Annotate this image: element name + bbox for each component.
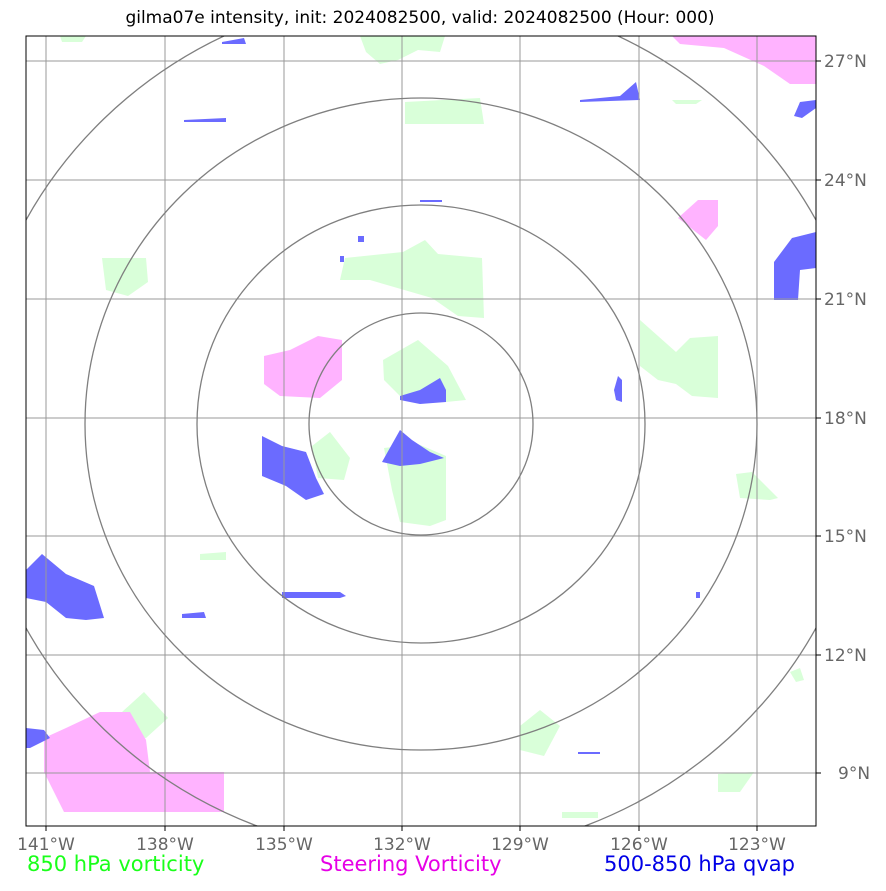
range-ring-1 [308,312,534,536]
lat-label: 27°N [824,52,867,72]
latitude-gridlines [26,60,816,774]
lon-label: 138°W [136,835,194,855]
map-title: gilma07e intensity, init: 2024082500, va… [125,8,715,28]
lat-ticks [816,60,821,774]
lat-label: 21°N [824,290,867,310]
lon-label: 135°W [255,835,313,855]
lat-label: 9°N [838,764,870,784]
map-plot-area [26,36,816,826]
lon-label: 132°W [373,835,431,855]
map-frame [25,35,817,827]
lat-label: 12°N [824,646,867,666]
lon-label: 141°W [17,835,75,855]
lat-label: 24°N [824,171,867,191]
lat-label: 18°N [824,409,867,429]
qvap-shading [26,38,816,754]
lon-labels: 141°W 138°W 135°W 132°W 129°W 126°W 123°… [17,835,786,855]
longitude-gridlines [45,36,758,826]
lon-label: 126°W [610,835,668,855]
lat-label: 15°N [824,527,867,547]
lon-ticks [45,826,758,831]
legend-qvap: 500-850 hPa qvap [604,852,795,876]
legend-steering-vorticity: Steering Vorticity [320,852,502,876]
lon-label: 129°W [491,835,549,855]
lat-labels: 27°N 24°N 21°N 18°N 15°N 12°N 9°N [824,52,870,784]
steering-vorticity-shading [44,36,816,812]
legend-850hpa-vorticity: 850 hPa vorticity [27,852,205,876]
vorticity-850-shading [60,36,804,818]
range-rings [26,36,816,826]
range-ring-3 [84,97,758,751]
range-ring-2 [196,204,646,644]
lon-label: 123°W [728,835,786,855]
